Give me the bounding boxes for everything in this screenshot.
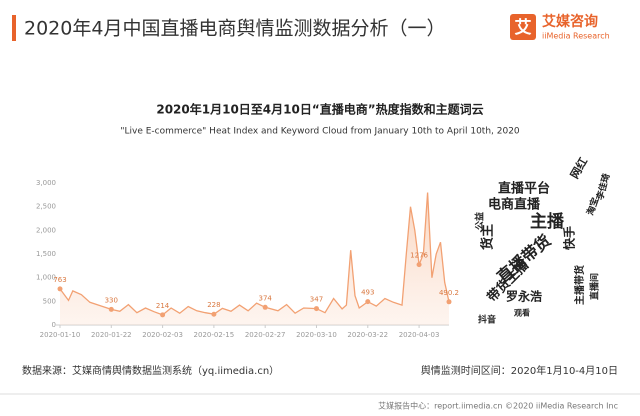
word: 公益 [474,212,486,230]
value-label: 490.2 [439,289,459,297]
y-tick-label: 1,000 [36,274,56,282]
point [160,312,166,318]
x-tick-label: 2020-04-03 [399,331,440,339]
logo-en: iiMedia Research [542,32,610,41]
value-label: 330 [105,296,118,304]
point [57,286,63,292]
logo-mark: 艾 [515,17,532,38]
value-label: 493 [361,289,374,297]
logo-mark-box [510,14,536,40]
point [365,299,371,305]
x-tick-label: 2020-02-03 [142,331,183,339]
value-label: 228 [207,301,220,309]
y-tick-label: 1,500 [36,250,56,258]
y-tick-label: 500 [43,297,56,305]
point [416,262,422,268]
word: 网红 [567,155,590,181]
value-label: 374 [258,294,272,302]
x-tick-label: 2020-03-22 [347,331,388,339]
chart-subtitle: "Live E-commerce" Heat Index and Keyword… [120,127,520,137]
word: 快手 [562,226,577,250]
point [211,311,217,317]
plot: 0 500 1,000 1,500 2,000 2,500 3,000 2020-01-10 2… [36,179,459,339]
y-tick-label: 2,000 [36,226,56,234]
value-label: 214 [156,302,170,310]
word: 货主 [480,224,496,250]
word: 电商直播 [488,197,541,213]
page-title: 2020年4月中国直播电商舆情监测数据分析（一） [24,18,445,40]
point [313,306,319,312]
line [59,192,450,316]
chart-title: 2020年1月10日至4月10日“直播电商”热度指数和主题词云 [156,102,483,117]
x-tick-label: 2020-02-27 [245,331,286,339]
word: 主播 [530,211,565,232]
point [446,299,452,305]
y-tick-label: 2,500 [36,203,56,211]
word-cloud: 直播平台 电商直播 主播 直播带货 带货主播 罗永浩 网红 货主 淘宝 李佳琦 … [474,155,613,326]
value-label: 347 [310,296,323,304]
y-tick-label: 3,000 [36,179,56,187]
y-tick-label: 0 [52,321,56,329]
area [60,192,449,325]
period: 舆情监测时间区间：2020年1月10-4月10日 [421,364,618,377]
word: 主播带货 [573,265,586,305]
source: 数据来源：艾媒商情舆情数据监测系统（yq.iimedia.cn） [22,364,279,377]
word: 直播间 [589,273,601,300]
x-tick-label: 2020-02-15 [194,331,235,339]
word: 直播平台 [498,181,550,197]
word: 罗永浩 [506,289,542,304]
logo-cn: 艾媒咨询 [542,13,598,30]
word: 抖音 [478,314,496,326]
x-tick-label: 2020-01-22 [91,331,132,339]
word: 观看 [514,308,530,318]
point [262,304,268,310]
site: 艾媒报告中心：report.iimedia.cn ©2020 iiMedia R… [378,401,618,411]
point [108,306,114,312]
x-tick-label: 2020-01-10 [40,331,81,339]
value-label: 763 [53,276,66,284]
title-bar [12,15,16,41]
x-tick-label: 2020-03-10 [296,331,337,339]
word: 李佳琦 [593,172,612,202]
value-label: 1276 [410,252,428,260]
